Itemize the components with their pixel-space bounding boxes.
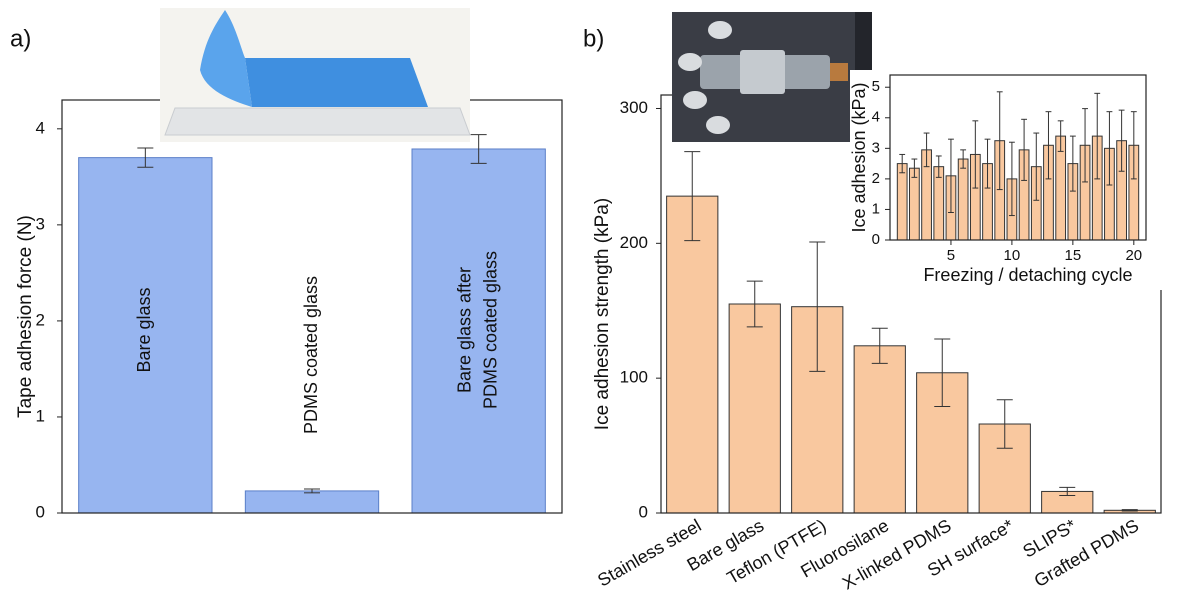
error-bar xyxy=(1106,111,1113,186)
x-tick-label: Stainless steel xyxy=(594,515,705,590)
error-bar xyxy=(1121,509,1138,512)
error-bar xyxy=(304,488,320,494)
panel-label: a) xyxy=(10,25,31,52)
error-bar xyxy=(934,338,951,407)
category-label: PDMS coated glass xyxy=(301,276,321,434)
sample-disc xyxy=(683,91,707,109)
error-bar xyxy=(899,153,906,174)
y-tick-label: 2 xyxy=(872,170,880,187)
y-tick-label: 200 xyxy=(620,233,648,252)
bar xyxy=(909,167,920,241)
error-bar xyxy=(1059,486,1076,496)
tape xyxy=(245,58,428,107)
y-tick-label: 300 xyxy=(620,98,648,117)
device-tip xyxy=(830,63,848,81)
x-tick-label: 10 xyxy=(1004,247,1021,264)
photo-tape xyxy=(160,8,471,142)
bar xyxy=(78,157,213,514)
error-bar xyxy=(935,155,942,178)
y-tick-label: 1 xyxy=(36,406,45,425)
error-bar xyxy=(923,132,930,168)
error-bar xyxy=(960,149,967,169)
bar xyxy=(728,303,781,514)
y-tick-label: 4 xyxy=(36,118,45,137)
sample-disc xyxy=(678,53,702,71)
y-tick-label: 0 xyxy=(639,502,648,521)
error-bar xyxy=(1045,111,1052,180)
y-tick-label: 4 xyxy=(872,109,880,126)
x-tick-label: X-linked PDMS xyxy=(839,515,955,593)
error-bar xyxy=(1033,132,1040,201)
category-label: PDMS coated glass xyxy=(480,251,500,409)
error-bar xyxy=(1008,141,1015,217)
error-bar xyxy=(1094,92,1101,180)
bar xyxy=(244,490,380,514)
error-bar xyxy=(470,134,487,164)
x-axis-label: Freezing / detaching cycle xyxy=(923,265,1132,285)
tape-peel xyxy=(200,10,252,107)
error-bar xyxy=(1130,111,1137,180)
error-bar xyxy=(911,158,918,178)
error-bar xyxy=(809,241,826,372)
y-tick-label: 0 xyxy=(872,231,880,248)
error-bar xyxy=(746,280,763,328)
chart: 0 1 2 3 4 Bare glass PDMS coated glass Bare gla… xyxy=(10,25,563,521)
y-axis-label: Tape adhesion force (N) xyxy=(15,215,36,418)
error-bar xyxy=(1069,135,1076,192)
sample-disc xyxy=(706,116,730,134)
y-tick-label: 5 xyxy=(872,78,880,95)
photo-device xyxy=(672,12,872,142)
bar xyxy=(666,195,719,514)
bar xyxy=(411,148,546,514)
error-bar xyxy=(948,138,954,213)
sample-disc xyxy=(708,21,732,39)
x-tick-label: 5 xyxy=(947,247,955,264)
y-tick-label: 3 xyxy=(872,139,880,156)
y-tick-label: 3 xyxy=(36,214,45,233)
axis-frame xyxy=(889,74,1147,241)
category-label: Bare glass after xyxy=(454,267,474,393)
glass-slide xyxy=(164,107,471,136)
error-bar xyxy=(1082,108,1088,183)
y-axis-label: Ice adhesion strength (kPa) xyxy=(592,198,613,430)
y-tick-label: 100 xyxy=(620,368,648,387)
error-bar xyxy=(137,147,154,168)
panel-label: b) xyxy=(583,25,604,52)
bar xyxy=(957,158,969,241)
x-tick-label: 15 xyxy=(1065,247,1082,264)
y-tick-label: 1 xyxy=(872,200,880,217)
category-label: Bare glass xyxy=(134,287,154,372)
error-bar xyxy=(684,151,701,242)
x-tick-label: Grafted PDMS xyxy=(1031,515,1142,591)
y-tick-label: 2 xyxy=(36,310,45,329)
error-bar xyxy=(1057,120,1064,152)
error-bar xyxy=(871,327,888,364)
x-tick-label: 20 xyxy=(1125,247,1142,264)
error-bar xyxy=(972,120,979,189)
bar xyxy=(896,163,908,241)
error-bar xyxy=(1021,118,1028,181)
error-bar xyxy=(996,91,1003,191)
error-bar xyxy=(984,138,991,189)
device-knurl xyxy=(740,50,785,94)
y-axis-label: Ice adhesion (kPa) xyxy=(849,82,869,232)
error-bar xyxy=(996,399,1013,449)
error-bar xyxy=(1118,109,1125,172)
bar xyxy=(853,345,906,514)
y-tick-label: 0 xyxy=(36,502,45,521)
